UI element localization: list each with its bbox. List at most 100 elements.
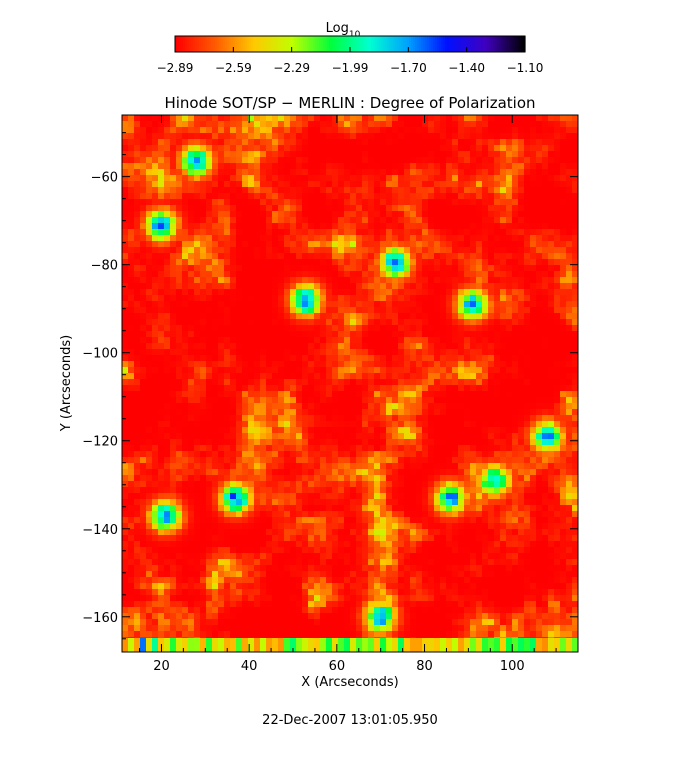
heatmap-cell [404, 115, 411, 122]
heatmap-cell [488, 337, 495, 344]
heatmap-cell [206, 145, 213, 152]
heatmap-cell [170, 373, 177, 380]
heatmap-cell [200, 421, 207, 428]
heatmap-cell [236, 397, 243, 404]
heatmap-cell [296, 115, 303, 122]
heatmap-cell [416, 421, 423, 428]
heatmap-cell [488, 487, 495, 494]
heatmap-cell [410, 277, 417, 284]
heatmap-cell [212, 115, 219, 122]
heatmap-cell [122, 325, 129, 332]
heatmap-cell [188, 151, 195, 158]
heatmap-cell [374, 199, 381, 206]
heatmap-cell [308, 367, 315, 374]
heatmap-cell [464, 187, 471, 194]
heatmap-cell [530, 331, 537, 338]
heatmap-cell [416, 349, 423, 356]
heatmap-cell [404, 319, 411, 326]
colorbar-segment [457, 36, 460, 52]
heatmap-cell [410, 247, 417, 254]
heatmap-cell [542, 247, 549, 254]
heatmap-cell [254, 151, 261, 158]
heatmap-cell [242, 181, 249, 188]
heatmap-cell [476, 355, 483, 362]
heatmap-cell [170, 385, 177, 392]
heatmap-cell [266, 193, 273, 200]
heatmap-cell [560, 439, 567, 446]
heatmap-cell [422, 319, 429, 326]
heatmap-cell [548, 361, 555, 368]
heatmap-cell [350, 415, 357, 422]
heatmap-cell [176, 229, 183, 236]
heatmap-cell [542, 259, 549, 266]
heatmap-cell [206, 115, 213, 122]
heatmap-cell [146, 127, 153, 134]
heatmap-cell [470, 385, 477, 392]
heatmap-cell [392, 445, 399, 452]
heatmap-cell [260, 487, 267, 494]
heatmap-cell [236, 457, 243, 464]
heatmap-cell [350, 157, 357, 164]
heatmap-cell [302, 409, 309, 416]
heatmap-cell [494, 475, 501, 482]
heatmap-cell [248, 145, 255, 152]
heatmap-cell [470, 349, 477, 356]
heatmap-cell [128, 181, 135, 188]
heatmap-cell [236, 193, 243, 200]
heatmap-cell [230, 439, 237, 446]
heatmap-cell [296, 301, 303, 308]
heatmap-cell [182, 289, 189, 296]
heatmap-cell [428, 433, 435, 440]
heatmap-cell [224, 229, 231, 236]
heatmap-cell [188, 175, 195, 182]
heatmap-cell [308, 349, 315, 356]
heatmap-cell [248, 439, 255, 446]
heatmap-cell [182, 469, 189, 476]
colorbar-segment [421, 36, 424, 52]
heatmap-cell [380, 253, 387, 260]
heatmap-cell [128, 115, 135, 122]
heatmap-cell [356, 349, 363, 356]
heatmap-cell [518, 187, 525, 194]
heatmap-cell [368, 433, 375, 440]
heatmap-cell [254, 457, 261, 464]
heatmap-cell [242, 373, 249, 380]
heatmap-cell [290, 259, 297, 266]
heatmap-cell [548, 223, 555, 230]
heatmap-cell [530, 343, 537, 350]
heatmap-cell [470, 319, 477, 326]
heatmap-cell [458, 451, 465, 458]
heatmap-cell [428, 307, 435, 314]
heatmap-cell [176, 379, 183, 386]
heatmap-cell [290, 331, 297, 338]
heatmap-cell [554, 121, 561, 128]
heatmap-cell [524, 211, 531, 218]
heatmap-cell [350, 379, 357, 386]
heatmap-cell [326, 151, 333, 158]
heatmap-cell [416, 151, 423, 158]
heatmap-cell [314, 259, 321, 266]
heatmap-cell [452, 121, 459, 128]
heatmap-cell [566, 205, 573, 212]
heatmap-cell [314, 211, 321, 218]
heatmap-cell [512, 445, 519, 452]
heatmap-cell [422, 199, 429, 206]
heatmap-cell [140, 487, 147, 494]
heatmap-cell [548, 391, 555, 398]
heatmap-cell [458, 223, 465, 230]
heatmap-cell [440, 457, 447, 464]
heatmap-cell [536, 265, 543, 272]
heatmap-cell [530, 325, 537, 332]
heatmap-cell [518, 355, 525, 362]
heatmap-cell [530, 181, 537, 188]
colorbar-segment [227, 36, 230, 52]
heatmap-cell [560, 481, 567, 488]
heatmap-cell [200, 241, 207, 248]
heatmap-cell [146, 199, 153, 206]
heatmap-cell [254, 289, 261, 296]
heatmap-cell [284, 469, 291, 476]
heatmap-cell [518, 115, 525, 122]
colorbar-segment [175, 36, 178, 52]
heatmap-cell [524, 289, 531, 296]
heatmap-cell [182, 481, 189, 488]
